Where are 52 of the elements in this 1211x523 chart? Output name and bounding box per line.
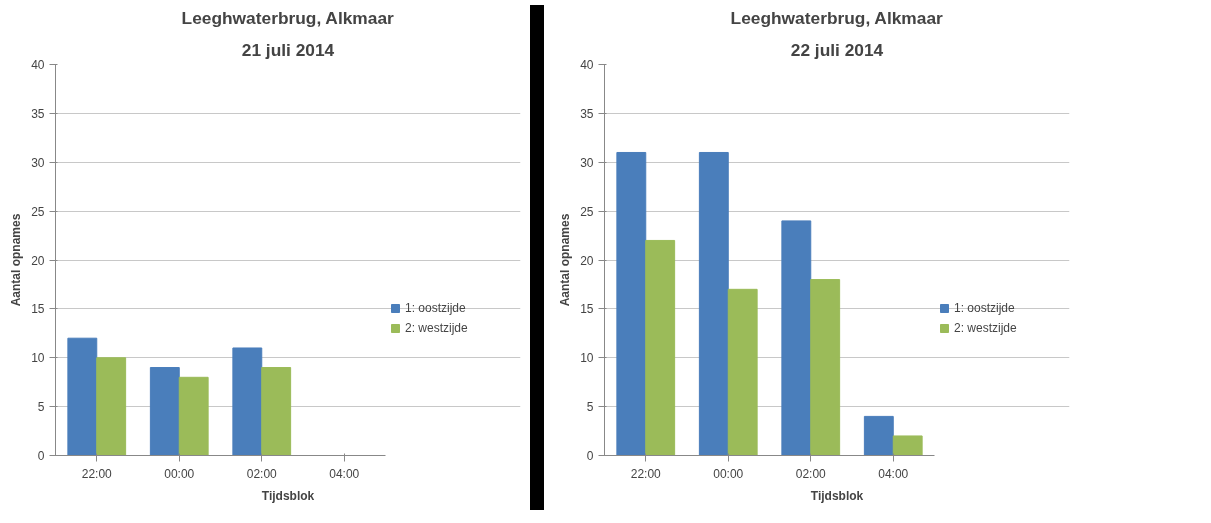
bar	[810, 279, 841, 456]
y-tick-label: 15	[31, 302, 45, 317]
bar	[178, 376, 209, 456]
chart-title: Leeghwaterbrug, Alkmaar	[730, 7, 944, 28]
chart-subtitle: 22 juli 2014	[790, 39, 884, 60]
x-tick-label: 04:00	[329, 466, 360, 481]
y-tick-label: 15	[580, 302, 594, 317]
y-tick-label: 20	[31, 253, 45, 268]
y-tick-label: 5	[586, 400, 594, 415]
bar	[96, 357, 127, 456]
y-tick-label: 25	[580, 204, 594, 219]
y-tick-label: 10	[31, 351, 45, 366]
bar	[727, 288, 758, 456]
bar	[67, 337, 98, 456]
x-axis-title: Tijdsblok	[810, 488, 864, 503]
bar	[261, 367, 292, 456]
chart-title: Leeghwaterbrug, Alkmaar	[181, 7, 395, 28]
y-tick-label: 35	[31, 106, 45, 121]
y-tick-label: 10	[580, 351, 594, 366]
y-axis-title: Aantal opnames	[558, 213, 573, 307]
x-tick-label: 00:00	[164, 466, 195, 481]
x-tick-label: 22:00	[81, 466, 113, 481]
y-tick-label: 0	[37, 449, 45, 463]
bar	[149, 367, 180, 456]
x-tick-label: 02:00	[795, 466, 827, 481]
bar	[616, 151, 647, 456]
bar	[863, 415, 894, 456]
y-tick-label: 25	[31, 204, 45, 219]
bar	[698, 151, 729, 456]
chart-subtitle: 21 juli 2014	[241, 39, 335, 60]
y-tick-label: 40	[580, 58, 594, 72]
legend-label: 1: oostzijde	[405, 301, 466, 315]
x-tick-label: 22:00	[630, 466, 662, 481]
x-axis-title: Tijdsblok	[261, 488, 315, 503]
bar	[892, 435, 923, 456]
legend-label: 2: westzijde	[954, 321, 1017, 335]
x-tick-label: 00:00	[713, 466, 744, 481]
y-axis-title: Aantal opnames	[9, 213, 24, 307]
y-tick-label: 35	[580, 106, 594, 121]
x-tick-label: 02:00	[246, 466, 278, 481]
bar	[232, 347, 263, 456]
y-tick-label: 5	[37, 400, 45, 415]
legend-label: 2: westzijde	[405, 321, 468, 335]
y-tick-label: 40	[31, 58, 45, 72]
legend-label: 1: oostzijde	[954, 301, 1015, 315]
y-tick-label: 0	[586, 449, 594, 463]
bar	[645, 239, 676, 456]
y-tick-label: 30	[31, 155, 45, 170]
y-tick-label: 30	[580, 155, 594, 170]
y-tick-label: 20	[580, 253, 594, 268]
x-tick-label: 04:00	[878, 466, 909, 481]
bar	[781, 220, 812, 456]
